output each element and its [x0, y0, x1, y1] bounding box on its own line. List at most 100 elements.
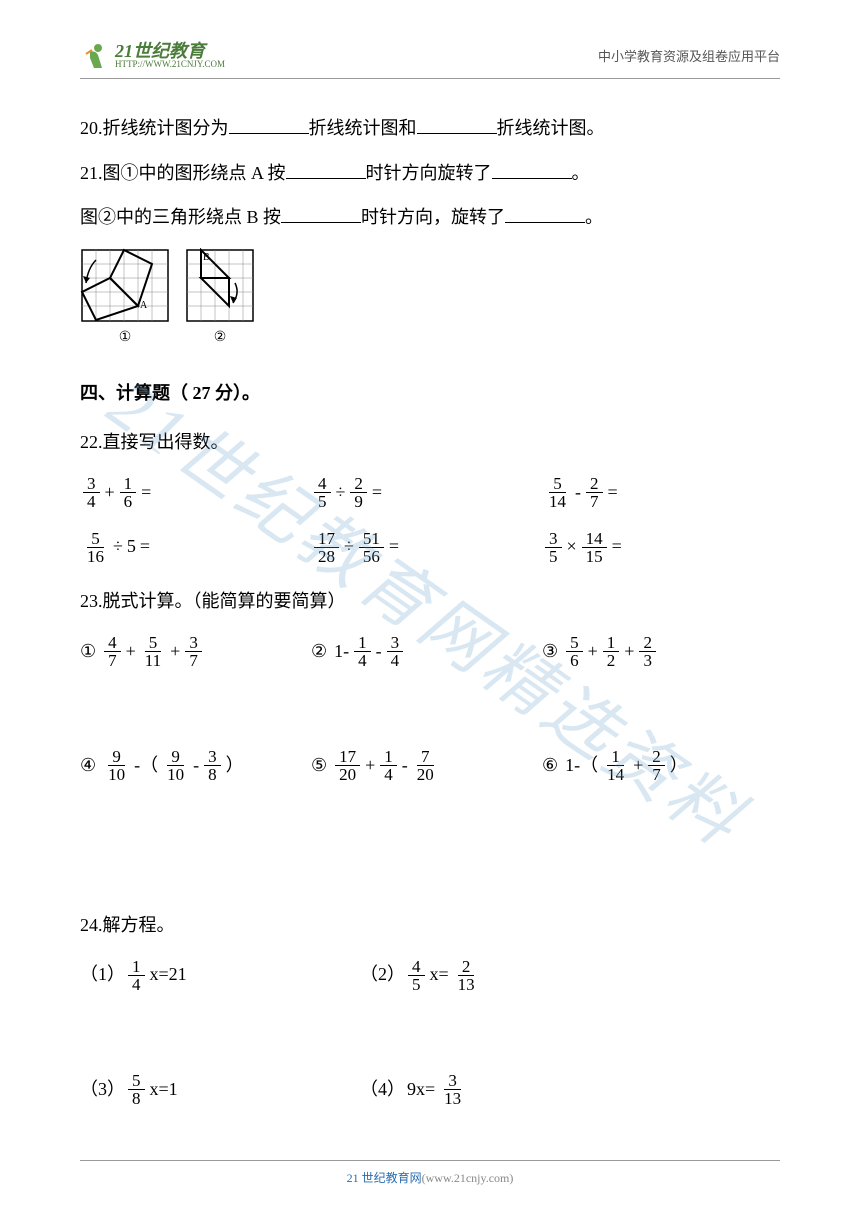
q21b-text-2: 时针方向，旋转了 — [361, 207, 505, 227]
q23-row-1: ① 47 + 511 + 37 ② 1- 14 - 34 ③ 56 + 12 +… — [80, 632, 780, 672]
frac-num: 3 — [444, 1072, 461, 1090]
frac-den: 4 — [380, 766, 397, 783]
q24-item-4: （4） 9x= 313 — [360, 1070, 640, 1110]
question-20: 20.折线统计图分为折线统计图和折线统计图。 — [80, 109, 780, 149]
frac-den: 5 — [408, 976, 425, 993]
frac-num: 5 — [128, 1072, 145, 1090]
frac-den: 16 — [83, 548, 108, 565]
equals: = — [608, 473, 618, 513]
operator: ÷ — [336, 473, 346, 513]
frac-den: 10 — [104, 766, 129, 783]
blank[interactable] — [505, 203, 585, 223]
q24-row-1: （1） 14 x=21 （2） 45 x= 213 — [80, 955, 780, 995]
q21b-text-3: 。 — [585, 207, 603, 227]
frac-num: 17 — [314, 530, 339, 548]
frac-den: 4 — [83, 493, 100, 510]
page-header: 21世纪教育 HTTP://WWW.21CNJY.COM 中小学教育资源及组卷应… — [80, 40, 780, 79]
footer-url: (www.21cnjy.com) — [422, 1171, 514, 1185]
frac-num: 3 — [204, 748, 221, 766]
operator: × — [567, 527, 577, 567]
operator: + — [588, 632, 598, 672]
q23-item-6: ⑥ 1-（ 114 + 27 ） — [542, 746, 773, 786]
operator: ÷ — [113, 527, 123, 567]
frac-num: 51 — [359, 530, 384, 548]
frac-num: 9 — [167, 748, 184, 766]
equals: = — [140, 527, 150, 567]
operator: - — [402, 746, 408, 786]
q22-row-2: 516 ÷ 5 = 1728 ÷ 5156 = 35 × 1415 = — [80, 527, 780, 567]
figure-1-label: ① — [80, 323, 170, 354]
q22-row-1: 34 + 16 = 45 ÷ 29 = 514 - 27 = — [80, 473, 780, 513]
operator: + — [170, 632, 180, 672]
frac-num: 3 — [83, 475, 100, 493]
frac-den: 3 — [639, 652, 656, 669]
frac-den: 4 — [128, 976, 145, 993]
page-footer: 21 世纪教育网(www.21cnjy.com) — [80, 1160, 780, 1186]
operator: - — [376, 632, 382, 672]
prefix: 1-（ — [565, 746, 598, 786]
frac-den: 7 — [586, 493, 603, 510]
item-number: ② — [311, 632, 327, 672]
blank[interactable] — [281, 203, 361, 223]
blank[interactable] — [229, 114, 309, 134]
frac-num: 4 — [104, 634, 121, 652]
equals: = — [141, 473, 151, 513]
frac-den: 6 — [566, 652, 583, 669]
q24-item-3: （3） 58 x=1 — [80, 1070, 360, 1110]
frac-den: 5 — [314, 493, 331, 510]
operator: - — [575, 473, 581, 513]
frac-den: 14 — [603, 766, 628, 783]
frac-num: 2 — [648, 748, 665, 766]
item-number: ① — [80, 632, 96, 672]
equals: = — [612, 527, 622, 567]
figure-2: B ② — [185, 248, 255, 354]
suffix: ） — [226, 746, 244, 786]
question-22-title: 22.直接写出得数。 — [80, 423, 780, 463]
frac-den: 13 — [440, 1090, 465, 1107]
frac-num: 2 — [350, 475, 367, 493]
frac-den: 10 — [163, 766, 188, 783]
frac-num: 2 — [639, 634, 656, 652]
frac-den: 15 — [582, 548, 607, 565]
frac-den: 2 — [603, 652, 620, 669]
blank[interactable] — [417, 114, 497, 134]
q21a-text-3: 。 — [572, 163, 590, 183]
question-23-title: 23.脱式计算。（能简算的要简算） — [80, 582, 780, 622]
frac-num: 5 — [145, 634, 162, 652]
item-number: （2） — [360, 955, 405, 995]
question-21b: 图②中的三角形绕点 B 按 时针方向，旋转了 。 — [80, 198, 780, 238]
operator: + — [633, 746, 643, 786]
blank[interactable] — [492, 159, 572, 179]
calc-item: 516 ÷ 5 = — [80, 527, 311, 567]
blank[interactable] — [286, 159, 366, 179]
frac-den: 56 — [359, 548, 384, 565]
q21b-text-1: 图②中的三角形绕点 B 按 — [80, 207, 281, 227]
q21a-text-1: 21.图①中的图形绕点 A 按 — [80, 163, 286, 183]
svg-text:A: A — [140, 300, 148, 311]
q20-text-2: 折线统计图和 — [309, 118, 417, 138]
frac-num: 9 — [108, 748, 125, 766]
frac-num: 1 — [354, 634, 371, 652]
integer: 5 — [127, 527, 136, 567]
item-number: ③ — [542, 632, 558, 672]
logo-text: 21世纪教育 HTTP://WWW.21CNJY.COM — [115, 42, 225, 69]
q24-item-1: （1） 14 x=21 — [80, 955, 360, 995]
frac-den: 9 — [350, 493, 367, 510]
equals: = — [372, 473, 382, 513]
frac-num: 5 — [87, 530, 104, 548]
frac-num: 1 — [607, 748, 624, 766]
expr-text: x=1 — [150, 1070, 178, 1110]
frac-num: 4 — [314, 475, 331, 493]
calc-item: 45 ÷ 29 = — [311, 473, 542, 513]
operator: + — [105, 473, 115, 513]
frac-den: 14 — [545, 493, 570, 510]
calc-item: 514 - 27 = — [542, 473, 773, 513]
figure-row: A ① B — [80, 248, 780, 354]
frac-num: 3 — [387, 634, 404, 652]
expr-text: x=21 — [150, 955, 187, 995]
frac-num: 1 — [128, 958, 145, 976]
section-4-title: 四、计算题（ 27 分）。 — [80, 374, 780, 414]
svg-text:B: B — [203, 252, 210, 263]
q23-item-2: ② 1- 14 - 34 — [311, 632, 542, 672]
frac-num: 17 — [335, 748, 360, 766]
